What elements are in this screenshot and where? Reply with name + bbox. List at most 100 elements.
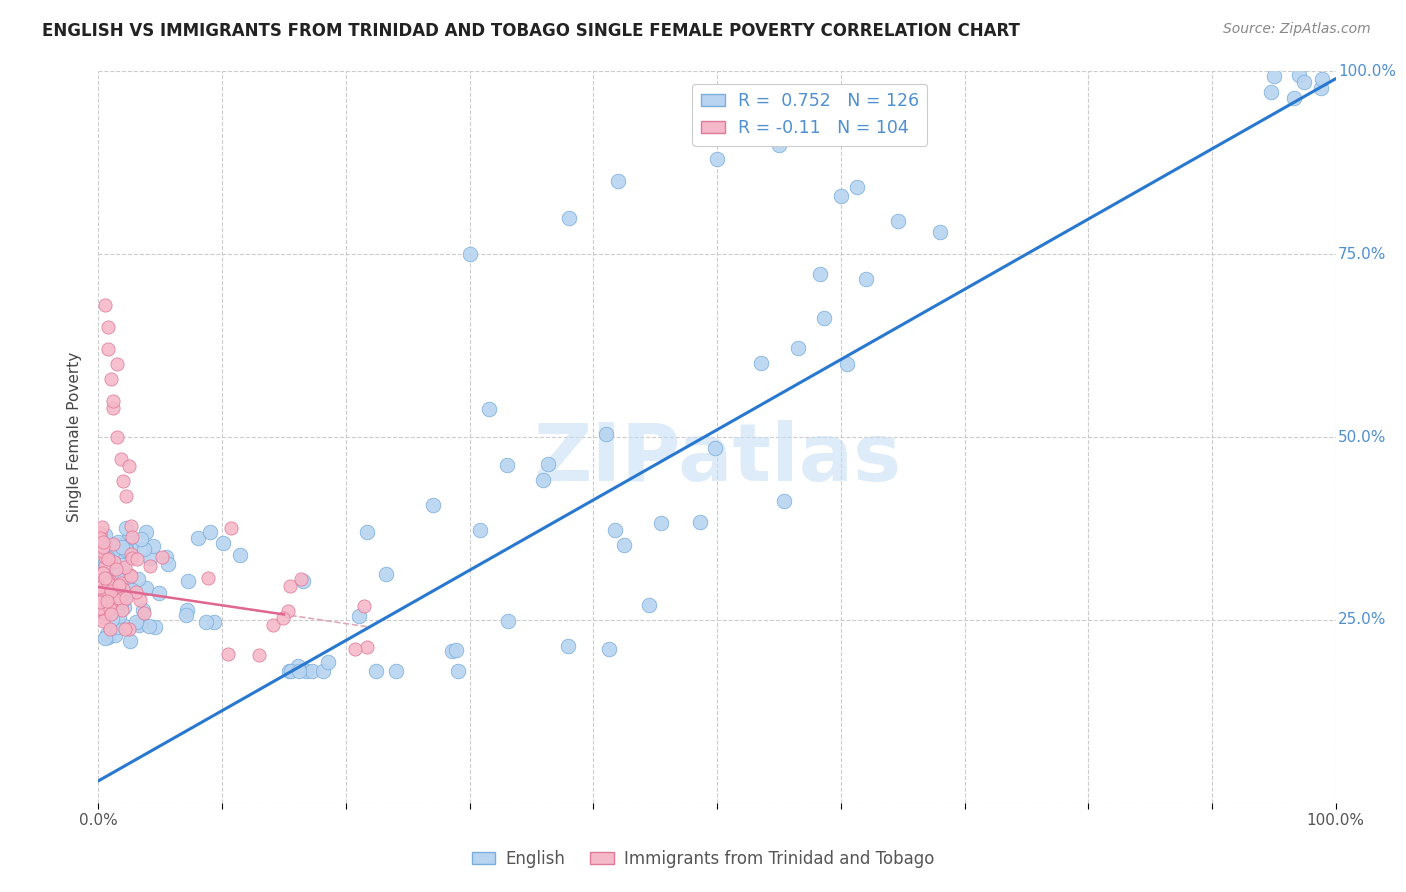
Point <box>121 530 143 544</box>
Point <box>496 614 519 628</box>
Point <box>98 574 121 589</box>
Point <box>290 572 312 586</box>
Point <box>278 664 301 678</box>
Point <box>94 607 117 621</box>
Text: 25.0%: 25.0% <box>1339 613 1386 627</box>
Point <box>91 583 114 598</box>
Point <box>97 574 120 588</box>
Point <box>211 536 233 550</box>
Point <box>91 583 114 598</box>
Point <box>91 543 114 558</box>
Point <box>96 581 118 595</box>
Point <box>89 531 111 545</box>
Point <box>98 597 121 611</box>
Point <box>366 664 388 678</box>
Point <box>749 356 772 370</box>
Point <box>89 574 111 589</box>
Point <box>89 573 111 587</box>
Point <box>1282 91 1305 105</box>
Point <box>96 579 118 593</box>
Point <box>157 557 180 571</box>
Point <box>277 604 299 618</box>
Point <box>118 459 141 474</box>
Point <box>117 533 139 547</box>
Point <box>638 598 661 612</box>
Point <box>97 551 120 566</box>
Point <box>706 152 728 166</box>
Point <box>107 534 129 549</box>
Point <box>127 572 149 586</box>
Point <box>89 527 111 541</box>
Point <box>97 550 120 565</box>
Point <box>89 580 111 594</box>
Point <box>150 550 173 565</box>
Point <box>94 571 117 585</box>
Point <box>813 310 835 325</box>
Point <box>356 525 378 540</box>
Point <box>837 357 859 371</box>
Point <box>134 541 156 556</box>
Point <box>112 582 135 596</box>
Point <box>104 565 127 579</box>
Point <box>121 551 143 566</box>
Point <box>316 655 339 669</box>
Point <box>689 515 711 529</box>
Point <box>928 225 950 239</box>
Point <box>125 615 148 629</box>
Point <box>202 615 225 629</box>
Point <box>120 519 142 533</box>
Point <box>295 664 318 678</box>
Point <box>287 659 309 673</box>
Point <box>598 641 620 656</box>
Point <box>89 592 111 607</box>
Point <box>104 592 127 607</box>
Point <box>198 524 221 539</box>
Point <box>93 595 115 609</box>
Point <box>110 543 132 558</box>
Point <box>1288 68 1310 82</box>
Point <box>100 607 122 621</box>
Point <box>89 595 111 609</box>
Point <box>129 533 152 547</box>
Point <box>143 619 166 633</box>
Point <box>96 581 118 595</box>
Point <box>887 214 910 228</box>
Point <box>89 605 111 619</box>
Point <box>262 618 284 632</box>
Point <box>441 644 464 658</box>
Point <box>138 619 160 633</box>
Point <box>155 549 177 564</box>
Point <box>96 593 118 607</box>
Text: ZIPatlas: ZIPatlas <box>533 420 901 498</box>
Point <box>91 566 114 580</box>
Point <box>125 585 148 599</box>
Point <box>111 603 134 617</box>
Point <box>97 582 120 596</box>
Point <box>93 541 115 555</box>
Text: 50.0%: 50.0% <box>1339 430 1386 444</box>
Point <box>291 574 314 588</box>
Point <box>139 550 162 565</box>
Point <box>91 610 114 624</box>
Point <box>855 271 877 285</box>
Point <box>105 582 128 597</box>
Point <box>118 622 141 636</box>
Point <box>115 578 138 592</box>
Point <box>120 568 142 582</box>
Point <box>768 137 790 152</box>
Point <box>91 534 114 549</box>
Text: Source: ZipAtlas.com: Source: ZipAtlas.com <box>1223 22 1371 37</box>
Point <box>613 538 636 552</box>
Point <box>105 430 128 444</box>
Text: ENGLISH VS IMMIGRANTS FROM TRINIDAD AND TOBAGO SINGLE FEMALE POVERTY CORRELATION: ENGLISH VS IMMIGRANTS FROM TRINIDAD AND … <box>42 22 1021 40</box>
Point <box>537 458 560 472</box>
Point <box>104 540 127 554</box>
Point <box>142 539 165 553</box>
Point <box>90 601 112 615</box>
Point <box>176 574 198 588</box>
Point <box>107 591 129 605</box>
Point <box>93 631 115 645</box>
Point <box>97 343 120 357</box>
Point <box>90 602 112 616</box>
Point <box>94 593 117 607</box>
